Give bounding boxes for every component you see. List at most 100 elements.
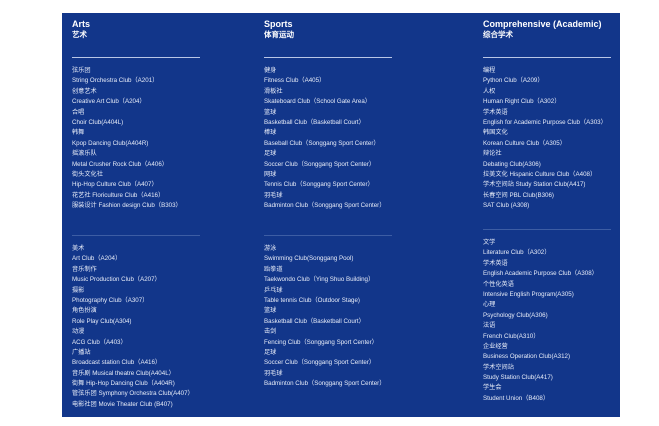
club-list-item: 花艺社 Floriculture Club（A416） [72,191,165,199]
club-list-item: 学术空间站 [483,363,514,371]
club-list-item: Business Operation Club(A312) [483,353,571,361]
club-list-item: Tennis Club（Songgang Sport Center） [264,181,374,189]
club-list-item: 拉美文化 Hispanic Culture Club（A408） [483,170,597,178]
club-list-item: 棒球 [264,129,277,137]
club-list-item: English for Academic Purpose Club（A303） [483,118,607,126]
club-list-item: 学术空间站 Study Station Club(A417) [483,181,586,189]
club-list-item: Debating Club(A306) [483,160,541,168]
club-list-item: Role Play Club(A304) [72,317,132,325]
column-title-cn: 艺术 [72,30,87,39]
club-list-item: ACG Club（A403） [72,338,127,346]
club-list-item: Badminton Club（Songgang Sport Center） [264,202,386,210]
club-list-item: Literature Club（A302） [483,249,551,257]
divider [483,57,611,58]
club-list-item: Badminton Club（Songgang Sport Center） [264,380,386,388]
club-list-item: 摇滚乐队 [72,150,97,158]
club-list-item: 韩国文化 [483,129,508,137]
column-header: Arts 艺术 [72,19,90,40]
club-list: 编程 Python Club（A209） 人权 Human Right Club（A3… [483,66,607,211]
club-list-item: French Club(A310） [483,332,540,340]
club-list-item: Baseball Club（Songgang Sport Center） [264,139,380,147]
club-list-item: 健身 [264,67,277,74]
divider [72,235,200,236]
club-list-item: English Academic Purpose Club（A308） [483,270,598,278]
club-list-item: 摄影 [72,286,85,294]
club-list-item: 韩舞 [72,129,85,137]
club-list-item: 滑板社 [264,87,283,95]
club-list-item: 学生会 [483,384,502,392]
club-list-item: Swimming Club(Songgang Pool) [264,255,354,263]
club-list-item: 篮球 [264,108,277,116]
club-list-item: 网球 [264,170,277,178]
divider [483,229,611,230]
column-title-en: Arts [72,19,91,29]
column-header: Sports 体育运动 [264,19,294,40]
club-list-item: 跆拳道 [264,265,283,273]
club-list-item: 乒乓球 [264,286,283,294]
club-list-item: Fitness Club（A405） [264,77,326,85]
club-list: 健身 Fitness Club（A405） 滑板社 Skateboard Club（S… [264,66,385,211]
club-list-item: 弦乐团 [72,67,91,74]
column-title-en: Comprehensive (Academic) [483,19,602,29]
club-list-item: Intensive English Program(A305) [483,290,574,298]
club-list-item: Soccer Club（Songgang Sport Center） [264,359,376,367]
club-list-item: 学术英语 [483,259,508,267]
club-list-item: 音乐制作 [72,265,97,273]
club-list-item: 足球 [264,150,277,158]
club-list-item: 人权 [483,87,496,95]
clubs-panel: Arts 艺术 弦乐团 String Orchestra Club（A201） 创意… [62,13,620,417]
club-list-item: 企业经营 [483,342,508,350]
divider [264,57,392,58]
club-list-item: Fencing Club（Songgang Sport Center） [264,338,378,346]
club-list-item: 电影社团 Movie Theater Club (B407) [72,400,173,408]
club-list-item: 街头文化社 [72,170,103,178]
club-list-item: 心理 [483,301,496,309]
club-list-item: Kpop Dancing Club(A404R) [72,139,149,147]
club-list-item: Python Club（A209） [483,77,544,85]
club-list-item: Photography Club（A307） [72,296,149,304]
club-list-item: Hip-Hop Culture Club（A407） [72,181,158,189]
club-list-item: 法语 [483,322,496,330]
column-title-cn: 综合学术 [483,30,513,39]
divider [264,235,392,236]
club-list-item: Taekwondo Club（Ying Shuo Building） [264,276,375,284]
club-list-item: Metal Crusher Rock Club（A406） [72,160,168,168]
club-list-item: Broadcast station Club（A416） [72,359,162,367]
club-list-item: 创意艺术 [72,87,97,95]
club-list: 文学 Literature Club（A302） 学术英语 English Acade… [483,238,598,404]
club-list-item: Art Club（A204） [72,255,122,263]
club-list-item: 合唱 [72,108,85,116]
club-list-item: Table tennis Club（Outdoor Stage) [264,296,360,304]
club-list-item: Korean Culture Club（A305） [483,139,566,147]
club-list-item: Choir Club(A404L) [72,118,124,126]
club-list-item: Skateboard Club（School Gate Area） [264,98,371,106]
divider [72,57,200,58]
club-list-item: 服装设计 Fashion design Club（B303） [72,202,182,210]
club-list-item: 长春空间 PBL Club(B306) [483,191,554,199]
club-list-item: 辩论社 [483,150,502,158]
club-list-item: 个性化英语 [483,280,514,288]
club-list-item: String Orchestra Club（A201） [72,77,159,85]
club-list-item: SAT Club (A308) [483,202,530,210]
club-list-item: 足球 [264,348,277,356]
club-list-item: Study Station Club(A417) [483,374,553,382]
club-list-item: 篮球 [264,307,277,315]
club-list-item: 击剑 [264,328,277,336]
club-list-item: Psychology Club(A306) [483,311,548,319]
club-list-item: 学术英语 [483,108,508,116]
column-title-cn: 体育运动 [264,30,294,39]
club-list-item: 美术 [72,245,85,252]
club-list-item: Student Union（B408） [483,394,550,402]
club-list-item: 管弦乐团 Symphony Orchestra Club(A407） [72,390,194,398]
club-list-item: Basketball Club（Basketball Court） [264,118,365,126]
club-list-item: 文学 [483,239,496,246]
club-list-item: Music Production Club（A207） [72,276,161,284]
club-list-item: 音乐剧 Musical theatre Club(A404L） [72,369,175,377]
club-list-item: 游泳 [264,245,277,252]
club-list: 游泳 Swimming Club(Songgang Pool) 跆拳道 Taekwon… [264,244,385,389]
club-list-item: 羽毛球 [264,369,283,377]
club-list-item: Human Right Club（A302） [483,98,561,106]
club-list-item: 角色扮演 [72,307,97,315]
column-header: Comprehensive (Academic) 综合学术 [483,19,602,40]
club-list: 美术 Art Club（A204） 音乐制作 Music Production Clu… [72,244,194,410]
